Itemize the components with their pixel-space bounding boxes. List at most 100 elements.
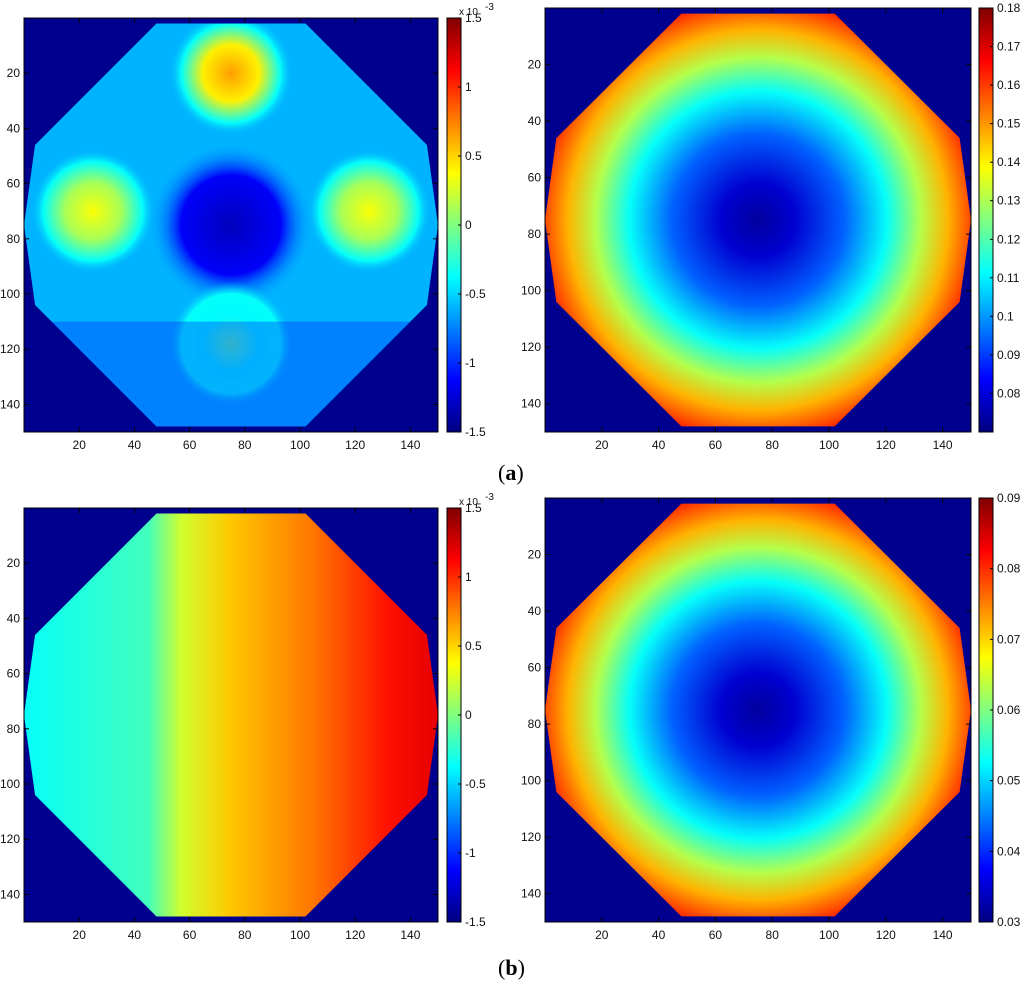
y-tick-label: 80: [528, 717, 542, 731]
y-tick-label: 80: [7, 232, 21, 246]
y-tick-label: 80: [528, 227, 542, 241]
x-tick-label: 120: [345, 928, 365, 942]
axes-box: [544, 7, 972, 433]
y-tick-label: 80: [7, 722, 21, 736]
y-tick-label: 100: [0, 287, 20, 301]
heatmap-surface: [545, 503, 971, 917]
x-tick-label: 40: [652, 438, 666, 452]
y-tick-label: 20: [528, 58, 542, 72]
colorbar-tick-label: -1.5: [465, 425, 486, 439]
x-tick-label: 100: [290, 928, 310, 942]
x-tick-label: 20: [595, 928, 609, 942]
colorbar-tick-label: 1.5: [465, 501, 482, 515]
y-tick-label: 140: [0, 397, 20, 411]
colorbar-tick-label: 0.12: [997, 232, 1021, 246]
x-tick-label: 80: [238, 928, 252, 942]
y-tick-label: 20: [7, 556, 21, 570]
x-tick-label: 120: [345, 438, 365, 452]
x-tick-label: 60: [709, 438, 723, 452]
x-tick-label: 100: [290, 438, 310, 452]
colorbar-tick-label: -0.5: [465, 777, 486, 791]
y-tick-label: 120: [521, 340, 541, 354]
colorbar-tick-label: 1: [465, 570, 472, 584]
heatmap-lobe-left: [30, 149, 156, 274]
colorbar-tick-label: 0.04: [997, 844, 1021, 858]
x-tick-label: 140: [933, 928, 953, 942]
colorbar-tick-label: 1.5: [465, 11, 482, 25]
colorbar-tick-label: 0.13: [997, 194, 1021, 208]
x-tick-label: 20: [595, 438, 609, 452]
heatmap-panel-4: 20 40 60 80 100 120 140 20 40 60 80 100 120 140 0.03 0.…: [521, 491, 1021, 942]
y-tick-label: 60: [528, 171, 542, 185]
x-tick-label: 140: [400, 928, 420, 942]
x-tick-label: 40: [128, 438, 142, 452]
colorbar-tick-label: 0.15: [997, 117, 1021, 131]
x-tick-label: 80: [238, 438, 252, 452]
x-tick-label: 120: [876, 928, 896, 942]
heatmap-lobe-top: [168, 23, 294, 136]
heatmap-panel-2: 20 40 60 80 100 120 140 20 40 60 80 100 120 140 0.08 0.…: [521, 1, 1021, 452]
x-tick-label: 60: [183, 438, 197, 452]
colorbar: [978, 7, 994, 433]
colorbar-tick-label: 0: [465, 218, 472, 232]
colorbar-tick-label: -1.5: [465, 915, 486, 929]
y-tick-label: 40: [7, 611, 21, 625]
panel-label-b: (b): [498, 955, 525, 980]
heatmap-panel-3: 20 40 60 80 100 120 140 20 40 60 80 100 120 140 -1.5 -1…: [0, 492, 494, 942]
y-tick-label: 40: [528, 114, 542, 128]
panel-label-a: (a): [498, 460, 524, 485]
axes-box: [23, 507, 439, 923]
x-tick-label: 20: [73, 438, 87, 452]
heatmap-centre-low: [148, 142, 314, 308]
y-tick-label: 140: [0, 887, 20, 901]
axes-box: [544, 497, 972, 923]
y-tick-label: 60: [7, 667, 21, 681]
colorbar-tick-label: 0.18: [997, 1, 1021, 15]
x-tick-label: 140: [400, 438, 420, 452]
y-tick-label: 40: [528, 604, 542, 618]
axes-box: [23, 17, 439, 433]
colorbar-tick-label: 0.08: [997, 562, 1021, 576]
x-tick-label: 20: [73, 928, 87, 942]
colorbar-tick-label: -0.5: [465, 287, 486, 301]
colorbar-exponent: -3: [485, 492, 494, 503]
colorbar-tick-label: 0.09: [997, 491, 1021, 505]
colorbar-tick-label: 0.11: [997, 271, 1020, 285]
y-tick-label: 20: [7, 66, 21, 80]
heatmap-surface: [545, 13, 971, 427]
colorbar-tick-label: 0.1: [997, 309, 1014, 323]
colorbar-tick-label: -1: [465, 356, 476, 370]
heatmap-lobe-right: [306, 149, 432, 274]
x-tick-label: 100: [819, 928, 839, 942]
colorbar-tick-label: 0.5: [465, 639, 482, 653]
x-tick-label: 60: [183, 928, 197, 942]
colorbar-tick-label: 1: [465, 80, 472, 94]
colorbar-tick-label: 0.16: [997, 78, 1021, 92]
colorbar-tick-label: 0.09: [997, 348, 1021, 362]
y-tick-label: 120: [0, 832, 20, 846]
x-tick-label: 140: [933, 438, 953, 452]
heatmap-field: [24, 23, 438, 427]
heatmap-lobe-bottom: [168, 281, 294, 406]
y-tick-label: 60: [528, 661, 542, 675]
x-tick-label: 120: [876, 438, 896, 452]
x-tick-label: 60: [709, 928, 723, 942]
colorbar-exponent: -3: [485, 2, 494, 13]
x-tick-label: 80: [766, 438, 780, 452]
colorbar-tick-label: 0.5: [465, 149, 482, 163]
y-tick-label: 140: [521, 397, 541, 411]
x-tick-label: 80: [766, 928, 780, 942]
colorbar-tick-label: 0.07: [997, 632, 1021, 646]
y-tick-label: 100: [521, 284, 541, 298]
y-tick-label: 120: [0, 342, 20, 356]
colorbar-tick-label: 0.03: [997, 915, 1021, 929]
colorbar-multiplier: x 10: [459, 497, 478, 508]
x-tick-label: 40: [652, 928, 666, 942]
colorbar-tick-label: -1: [465, 846, 476, 860]
colorbar-multiplier: x 10: [459, 7, 478, 18]
y-tick-label: 20: [528, 548, 542, 562]
y-tick-label: 40: [7, 121, 21, 135]
x-tick-label: 40: [128, 928, 142, 942]
heatmap-panel-1: 20 40 60 80 100 120 140 20 40 60 80 100 120 140 -1.5 -1…: [0, 2, 494, 452]
